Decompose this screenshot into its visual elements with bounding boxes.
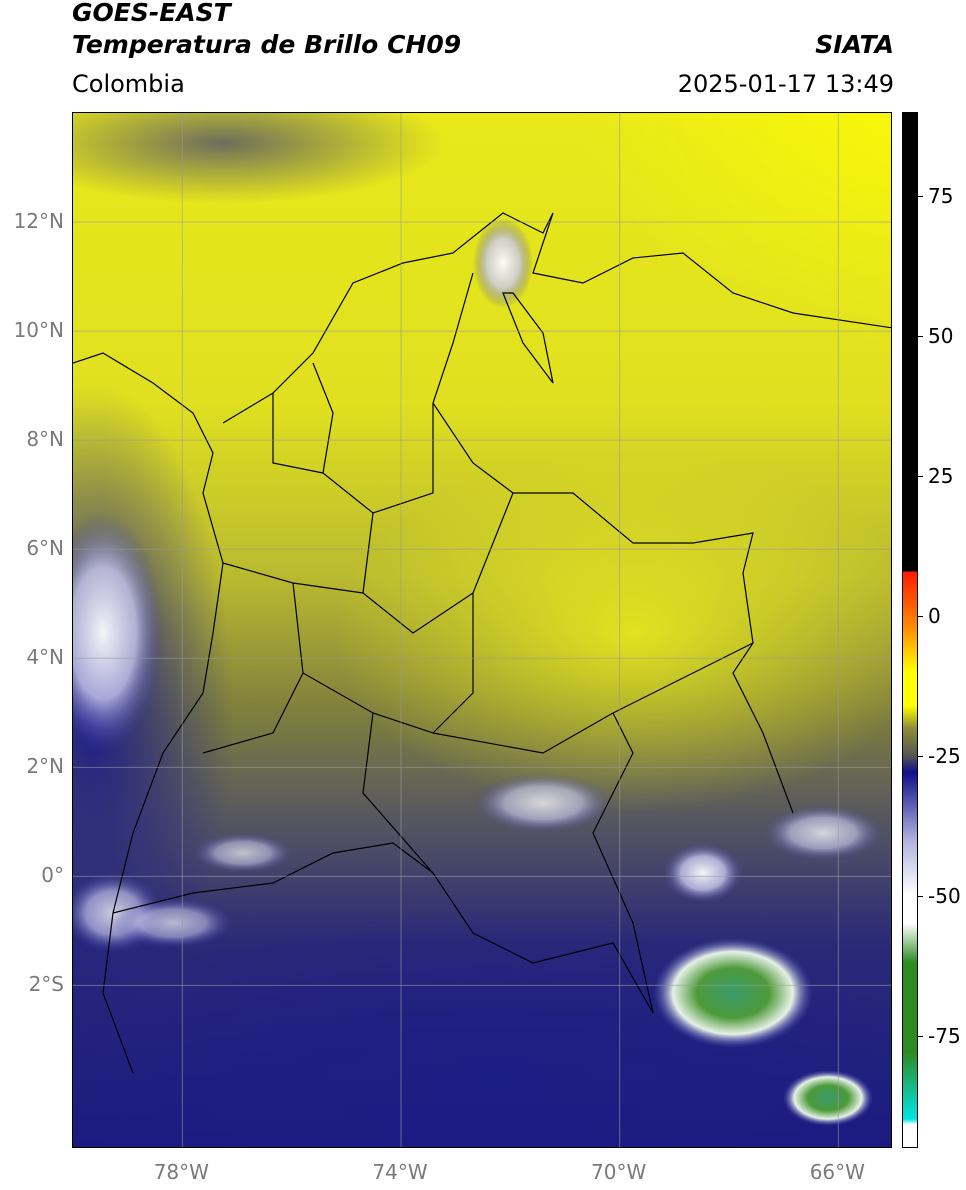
colorbar-tick-label: -25 bbox=[928, 744, 961, 768]
colorbar-tick-label: 75 bbox=[928, 184, 954, 208]
colorbar-tick-mark bbox=[917, 616, 923, 617]
cloud-pacific-1 bbox=[73, 513, 163, 753]
departments-2 bbox=[322, 403, 434, 514]
cloud-amazon-2 bbox=[663, 843, 743, 903]
lon-tick-label: 74°W bbox=[372, 1160, 428, 1184]
lat-tick-label: 2°S bbox=[28, 972, 64, 997]
coastline-caribbean bbox=[222, 212, 891, 424]
lon-tick-label: 70°W bbox=[591, 1160, 647, 1184]
title-product: Temperatura de Brillo CH09 bbox=[72, 30, 462, 59]
border-colombia-peru bbox=[432, 872, 654, 1014]
colorbar-tick-label: 50 bbox=[928, 324, 954, 348]
region-label: Colombia bbox=[72, 70, 185, 98]
coastline-pacific bbox=[73, 352, 224, 1074]
timestamp-label: 2025-01-17 13:49 bbox=[677, 70, 894, 98]
colorbar-tick-label: 25 bbox=[928, 464, 954, 488]
colorbar-tick-mark bbox=[917, 476, 923, 477]
lat-tick-label: 4°N bbox=[26, 645, 64, 670]
lat-tick-label: 8°N bbox=[26, 427, 64, 452]
colorbar-tick-mark bbox=[917, 196, 923, 197]
cold-region-north bbox=[73, 113, 443, 203]
departments-8 bbox=[432, 642, 754, 754]
boundaries bbox=[73, 212, 891, 1074]
colorbar-tick-mark bbox=[917, 756, 923, 757]
cloud-amazon-3 bbox=[763, 805, 883, 861]
lat-tick-label: 10°N bbox=[13, 318, 64, 343]
border-colombia-venezuela bbox=[432, 272, 794, 814]
lat-tick-label: 12°N bbox=[13, 209, 64, 234]
border-colombia-brazil bbox=[592, 712, 654, 1014]
lat-tick-label: 6°N bbox=[26, 536, 64, 561]
brand-label: SIATA bbox=[815, 30, 894, 59]
colorbar-tick-label: -75 bbox=[928, 1024, 961, 1048]
colorbar bbox=[902, 112, 918, 1148]
colorbar-tick-label: 0 bbox=[928, 604, 941, 628]
departments-3 bbox=[362, 492, 514, 634]
satellite-map[interactable] bbox=[72, 112, 892, 1148]
yellow-region-northeast bbox=[393, 113, 891, 513]
cloud-south-1 bbox=[113, 898, 233, 948]
lon-tick-label: 66°W bbox=[809, 1160, 865, 1184]
colorbar-tick-mark bbox=[917, 336, 923, 337]
lon-tick-label: 78°W bbox=[153, 1160, 209, 1184]
cloud-amazon-1 bbox=[473, 773, 613, 833]
title-satellite: GOES-EAST bbox=[72, 0, 231, 27]
colorbar-tick-mark bbox=[917, 1036, 923, 1037]
border-colombia-ecuador bbox=[112, 842, 434, 914]
departments-7 bbox=[362, 712, 434, 874]
cloud-south-2 bbox=[193, 833, 293, 873]
cloud-convective-green bbox=[653, 938, 813, 1048]
colorbar-tick-mark bbox=[917, 896, 923, 897]
departments-5 bbox=[202, 582, 304, 754]
cloud-convective-green-2 bbox=[783, 1070, 873, 1126]
cloud-sierra-nevada bbox=[473, 218, 533, 308]
colorbar-tick-label: -50 bbox=[928, 884, 961, 908]
lat-tick-label: 2°N bbox=[26, 754, 64, 779]
coastline-lake-maracaibo bbox=[502, 292, 554, 384]
yellow-region-east bbox=[333, 453, 891, 813]
gridlines bbox=[73, 113, 891, 1147]
lat-tick-label: 0° bbox=[41, 863, 64, 888]
